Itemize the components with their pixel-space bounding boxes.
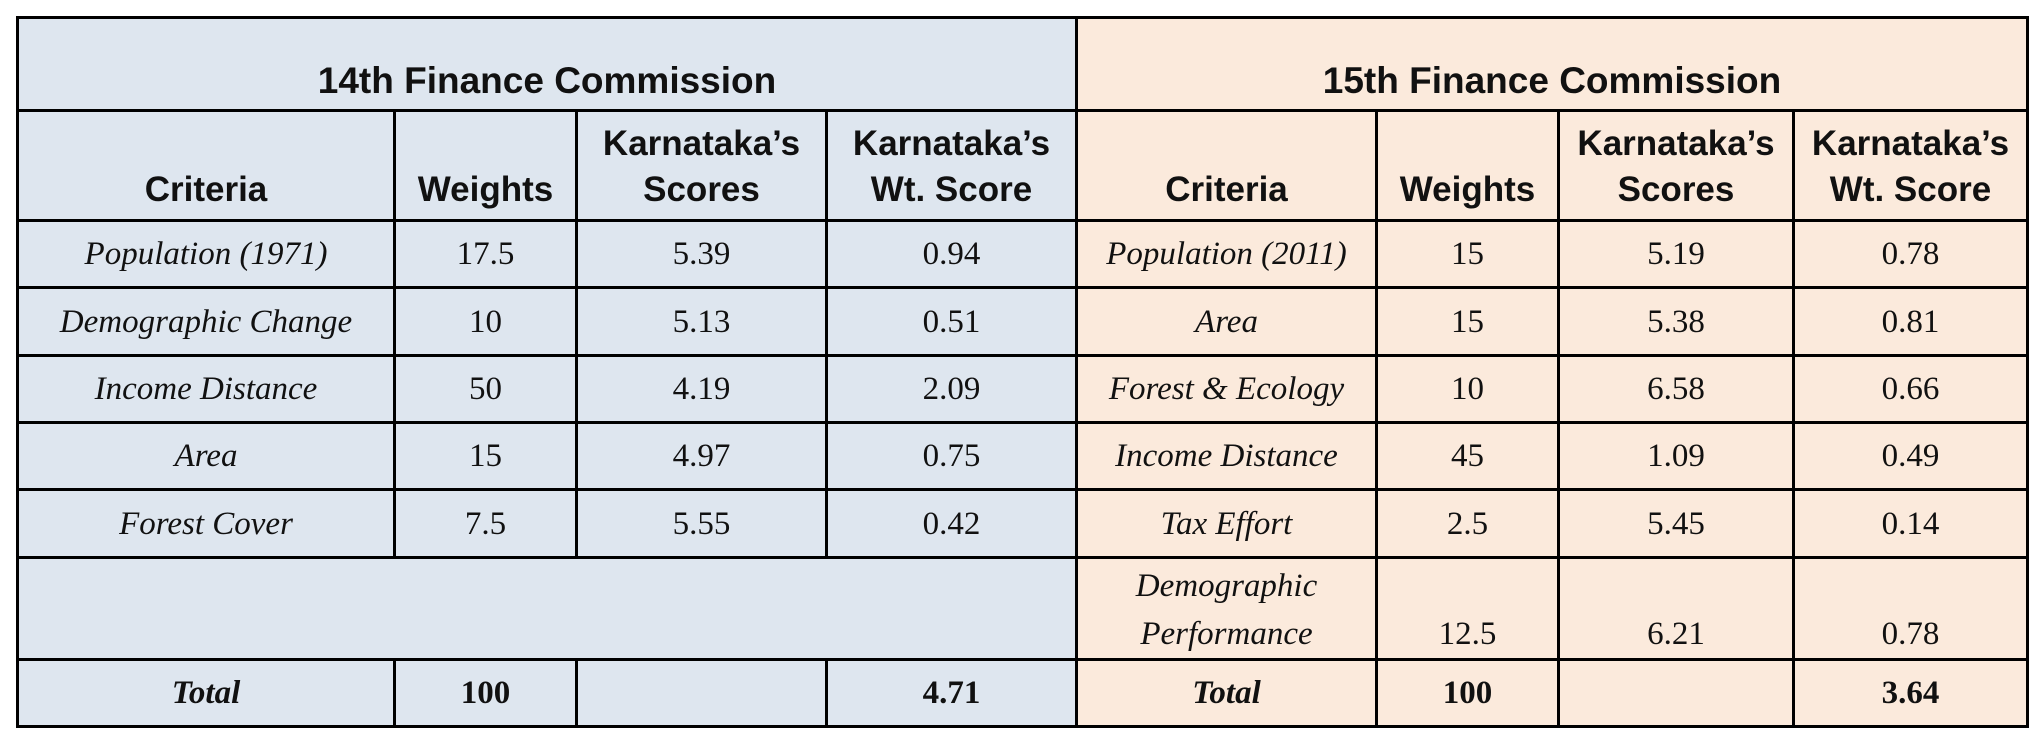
fc14-wt-score: 2.09 [825, 354, 1078, 424]
header-row: Criteria Weights Karnataka’s Scores Karn… [16, 109, 2029, 222]
fc15-wt-score: 0.14 [1792, 488, 2029, 559]
fc15-weight: 15 [1375, 219, 1560, 289]
fc14-score: 5.13 [575, 286, 828, 357]
fc15-score: 5.38 [1557, 286, 1795, 357]
fc15-title: 15th Finance Commission [1075, 16, 2029, 112]
commission-title-row: 14th Finance Commission 15th Finance Com… [16, 16, 2029, 112]
fc15-criteria: Area [1075, 286, 1378, 357]
fc14-criteria: Income Distance [16, 354, 396, 424]
table-row: Population (1971) 17.5 5.39 0.94 Populat… [16, 219, 2029, 289]
fc15-total-wt-score: 3.64 [1792, 658, 2029, 728]
finance-commission-comparison-table: 14th Finance Commission 15th Finance Com… [16, 16, 2029, 728]
fc14-header-scores: Karnataka’s Scores [575, 109, 828, 222]
fc14-score: 4.97 [575, 421, 828, 491]
fc14-total-label: Total [16, 658, 396, 728]
fc15-score: 1.09 [1557, 421, 1795, 491]
fc14-weight: 17.5 [393, 219, 578, 289]
fc15-weight: 10 [1375, 354, 1560, 424]
fc15-total-weight: 100 [1375, 658, 1560, 728]
fc15-criteria: Population (2011) [1075, 219, 1378, 289]
fc14-weight: 15 [393, 421, 578, 491]
fc14-wt-score: 0.42 [825, 488, 1078, 559]
fc15-wt-score: 0.66 [1792, 354, 2029, 424]
fc14-weight: 7.5 [393, 488, 578, 559]
fc14-criteria: Demographic Change [16, 286, 396, 357]
fc15-criteria: Demographic Performance [1075, 556, 1378, 661]
table-row: Area 15 4.97 0.75 Income Distance 45 1.0… [16, 421, 2029, 491]
total-row: Total 100 4.71 Total 100 3.64 [16, 658, 2029, 728]
fc15-wt-score: 0.81 [1792, 286, 2029, 357]
fc14-weight: 50 [393, 354, 578, 424]
fc15-criteria: Tax Effort [1075, 488, 1378, 559]
fc14-wt-score: 0.94 [825, 219, 1078, 289]
fc14-criteria: Area [16, 421, 396, 491]
fc14-header-weights: Weights [393, 109, 578, 222]
fc15-weight: 2.5 [1375, 488, 1560, 559]
fc15-header-weights: Weights [1375, 109, 1560, 222]
fc14-total-weight: 100 [393, 658, 578, 728]
fc15-wt-score: 0.49 [1792, 421, 2029, 491]
fc14-title: 14th Finance Commission [16, 16, 1078, 112]
table-row: Demographic Performance 12.5 6.21 0.78 [16, 556, 2029, 661]
fc14-empty-cell [16, 556, 1078, 661]
fc14-wt-score: 0.51 [825, 286, 1078, 357]
fc14-wt-score: 0.75 [825, 421, 1078, 491]
fc15-score: 5.19 [1557, 219, 1795, 289]
fc15-header-wt-score: Karnataka’s Wt. Score [1792, 109, 2029, 222]
fc15-header-scores: Karnataka’s Scores [1557, 109, 1795, 222]
fc15-weight: 12.5 [1375, 556, 1560, 661]
fc15-wt-score: 0.78 [1792, 556, 2029, 661]
fc15-total-score [1557, 658, 1795, 728]
fc14-score: 5.55 [575, 488, 828, 559]
fc15-score: 6.21 [1557, 556, 1795, 661]
fc14-total-score [575, 658, 828, 728]
fc14-total-wt-score: 4.71 [825, 658, 1078, 728]
fc14-criteria: Forest Cover [16, 488, 396, 559]
fc15-score: 5.45 [1557, 488, 1795, 559]
fc15-weight: 45 [1375, 421, 1560, 491]
fc14-criteria: Population (1971) [16, 219, 396, 289]
fc14-header-wt-score: Karnataka’s Wt. Score [825, 109, 1078, 222]
fc14-score: 5.39 [575, 219, 828, 289]
fc14-header-criteria: Criteria [16, 109, 396, 222]
table-row: Income Distance 50 4.19 2.09 Forest & Ec… [16, 354, 2029, 424]
fc14-weight: 10 [393, 286, 578, 357]
table-row: Forest Cover 7.5 5.55 0.42 Tax Effort 2.… [16, 488, 2029, 559]
fc14-score: 4.19 [575, 354, 828, 424]
fc15-weight: 15 [1375, 286, 1560, 357]
fc15-score: 6.58 [1557, 354, 1795, 424]
fc15-header-criteria: Criteria [1075, 109, 1378, 222]
fc15-criteria: Income Distance [1075, 421, 1378, 491]
fc15-criteria: Forest & Ecology [1075, 354, 1378, 424]
fc15-wt-score: 0.78 [1792, 219, 2029, 289]
table-row: Demographic Change 10 5.13 0.51 Area 15 … [16, 286, 2029, 357]
fc15-total-label: Total [1075, 658, 1378, 728]
